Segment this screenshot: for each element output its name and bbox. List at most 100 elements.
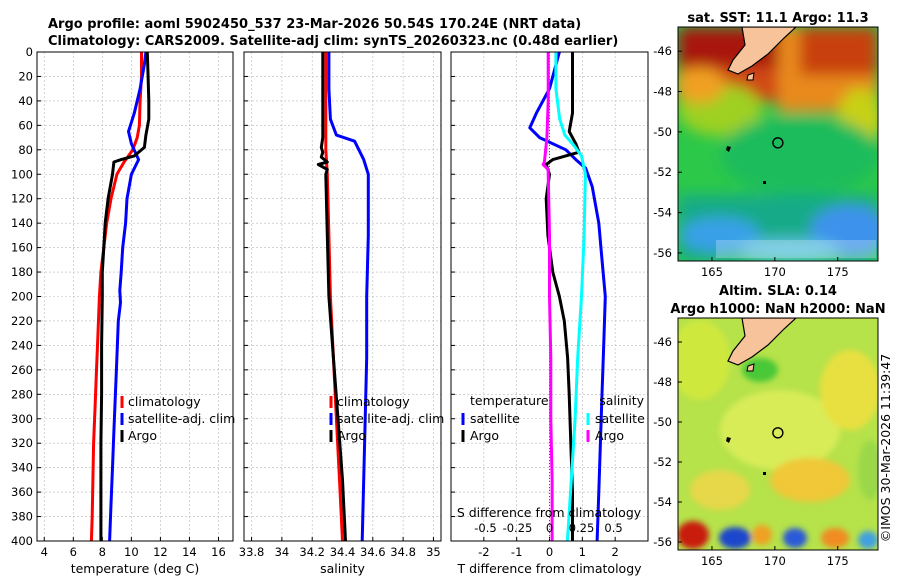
x-tick-label: 4 [41, 545, 48, 559]
x-tick-label: 16 [211, 545, 226, 559]
map-y-tick-label: -46 [653, 44, 672, 58]
legend-label: climatology [337, 394, 410, 409]
series-line-satellite-adj-clim [327, 52, 370, 541]
x-tick-label: 2 [612, 545, 619, 559]
series-group [528, 52, 607, 541]
map-y-tick-label: -52 [653, 455, 672, 469]
sst-map-axes: 165 170 175 -46 -48 -50 -52 -54 -56 [653, 44, 849, 279]
salinity-panel: 33.8 34 34.2 34.4 34.6 34.8 35 salinity climatol… [239, 51, 444, 576]
x-tick-label: 34 [275, 545, 290, 559]
x-tick-label: 10 [124, 545, 139, 559]
x-tick-label: 34.2 [299, 545, 325, 559]
sst-map-image [678, 27, 878, 261]
legend-label: climatology [128, 394, 201, 409]
map-y-tick-label: -54 [653, 206, 672, 220]
x-tick-label: 0 [546, 545, 553, 559]
series-line-climatology [324, 52, 344, 541]
map-x-tick-label: 165 [701, 554, 723, 568]
y-tick-label: 300 [11, 412, 33, 426]
legend-title-salinity: salinity [599, 393, 644, 408]
sla-map-subtitle: Argo h1000: NaN h2000: NaN [670, 302, 885, 317]
y-tick-label: 20 [18, 69, 33, 83]
map-y-tick-label: -54 [653, 495, 672, 509]
title-line2: Climatology: CARS2009. Satellite-adj cli… [48, 34, 618, 49]
series-line-argo [316, 52, 347, 541]
y-tick-label: 200 [11, 290, 33, 304]
map-y-tick-label: -50 [653, 415, 672, 429]
map-y-tick-label: -46 [653, 335, 672, 349]
y-tick-label: 100 [11, 167, 33, 181]
x-tick-label: 35 [426, 545, 441, 559]
y-tick-label: 340 [11, 461, 33, 475]
y-tick-label: 400 [11, 534, 33, 548]
x-tick-label: 34.4 [330, 545, 356, 559]
y-tick-label: 80 [18, 143, 33, 157]
y-tick-label: 320 [11, 436, 33, 450]
map-y-tick-label: -50 [653, 125, 672, 139]
map-y-tick-label: -56 [653, 535, 672, 549]
x-tick-label: 8 [99, 545, 106, 559]
legend-label: Argo [337, 428, 366, 443]
x-tick-label: 34.8 [390, 545, 416, 559]
map-x-tick-label: 170 [764, 265, 786, 279]
x-tick-label: 14 [182, 545, 197, 559]
series-line-t-satellite [528, 52, 607, 541]
y-tick-label: 360 [11, 485, 33, 499]
sla-map-axes: 165 170 175 -46 -48 -50 -52 -54 -56 [653, 335, 849, 568]
sla-argo-position-marker [772, 427, 784, 439]
legend-label: Argo [128, 428, 157, 443]
y-tick-label: 60 [18, 118, 33, 132]
x-tick-label: -2 [478, 545, 489, 559]
y-tick-label: 40 [18, 94, 33, 108]
x-tick-label: 12 [153, 545, 168, 559]
plot-frame [36, 51, 234, 542]
temperature-panel: 4 6 8 10 12 14 1602040608010012014016018020022… [11, 45, 235, 576]
sst-map-title: sat. SST: 11.1 Argo: 11.3 [687, 11, 868, 26]
map-x-tick-label: 175 [827, 554, 849, 568]
s-tick-label: -0.25 [503, 521, 533, 535]
legend-label: Argo [595, 428, 624, 443]
map-y-tick-label: -52 [653, 165, 672, 179]
map-y-tick-label: -48 [653, 375, 672, 389]
x-axis-label: T difference from climatology [456, 561, 642, 576]
legend-label: satellite [470, 411, 520, 426]
legend-label: satellite-adj. clim [337, 411, 444, 426]
s-tick-label: 0.25 [569, 521, 595, 535]
map-x-tick-label: 170 [764, 554, 786, 568]
y-tick-label: 240 [11, 338, 33, 352]
plot-frame [243, 51, 442, 542]
legend-title-temperature: temperature [470, 393, 549, 408]
map-y-tick-label: -48 [653, 85, 672, 99]
x-axis-label: salinity [320, 561, 365, 576]
series-line-argo [99, 52, 151, 541]
x-tick-label: -1 [511, 545, 522, 559]
series-line-s-satellite [554, 52, 587, 541]
title-line1: Argo profile: aoml 5902450_537 23-Mar-20… [48, 17, 581, 32]
legend-label: Argo [470, 428, 499, 443]
y-tick-label: 0 [26, 45, 33, 59]
legend-label: satellite [595, 411, 645, 426]
map-x-tick-label: 165 [701, 265, 723, 279]
series-group [89, 52, 151, 541]
x-tick-label: 1 [579, 545, 586, 559]
sst-map-frame [677, 26, 879, 262]
s-tick-label: 0.5 [604, 521, 622, 535]
x-tick-label: 6 [70, 545, 77, 559]
sla-map-title: Altim. SLA: 0.14 [719, 284, 837, 299]
sla-map-image [678, 318, 878, 550]
y-tick-label: 280 [11, 387, 33, 401]
series-line-s-argo [541, 52, 554, 541]
y-tick-label: 140 [11, 216, 33, 230]
map-x-tick-label: 175 [827, 265, 849, 279]
s-tick-label: 0 [546, 521, 553, 535]
y-tick-label: 160 [11, 241, 33, 255]
y-tick-label: 180 [11, 265, 33, 279]
x-tick-label: 33.8 [239, 545, 265, 559]
map-y-tick-label: -56 [653, 246, 672, 260]
y-tick-label: 220 [11, 314, 33, 328]
timestamp-stamp: ©IMOS 30-Mar-2026 11:39:47 [878, 354, 893, 542]
legend-label: satellite-adj. clim [128, 411, 235, 426]
sst-argo-position-marker [772, 137, 784, 149]
x-axis-label: temperature (deg C) [71, 561, 200, 576]
